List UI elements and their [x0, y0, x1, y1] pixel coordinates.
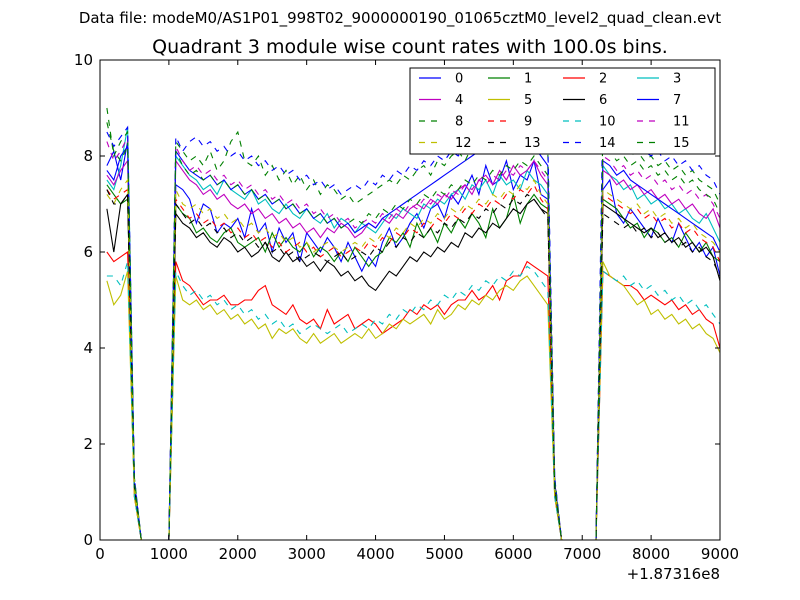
x-offset-label: +1.87316e8 [627, 565, 720, 583]
y-tick-label: 6 [83, 243, 93, 261]
legend-label-0: 0 [455, 72, 463, 87]
series-line-0 [106, 141, 720, 540]
series-line-9 [106, 183, 720, 540]
legend-label-15: 15 [673, 136, 690, 151]
series-line-1 [106, 184, 720, 540]
x-tick-label: 0 [95, 545, 105, 563]
x-tick-label: 8000 [632, 545, 670, 563]
legend-label-11: 11 [673, 115, 690, 130]
legend-label-1: 1 [524, 72, 532, 87]
y-tick-label: 4 [83, 339, 93, 357]
y-tick-label: 0 [83, 531, 93, 549]
series-line-10 [106, 261, 720, 540]
legend-label-9: 9 [524, 115, 532, 130]
legend-label-13: 13 [524, 136, 541, 151]
x-tick-label: 7000 [563, 545, 601, 563]
series-line-13 [106, 189, 720, 540]
legend-label-14: 14 [599, 136, 616, 151]
x-tick-label: 2000 [219, 545, 257, 563]
legend-label-2: 2 [599, 72, 607, 87]
legend-label-3: 3 [673, 72, 681, 87]
series-line-3 [106, 127, 720, 540]
legend-label-7: 7 [673, 93, 681, 108]
series-line-11 [106, 136, 720, 540]
axis-ticks: 0 1000 2000 3000 4000 5000 6000 7000 8000 9000 0 2 4… [74, 51, 739, 563]
series-line-12 [106, 178, 720, 540]
x-tick-label: 3000 [288, 545, 326, 563]
legend-label-10: 10 [599, 115, 616, 130]
x-tick-label: 4000 [356, 545, 394, 563]
legend-label-5: 5 [524, 93, 532, 108]
series-line-6 [106, 192, 720, 540]
y-tick-label: 8 [83, 147, 93, 165]
x-tick-label: 9000 [701, 545, 739, 563]
series-layer [106, 101, 720, 540]
y-tick-label: 2 [83, 435, 93, 453]
legend-label-6: 6 [599, 93, 607, 108]
x-tick-label: 6000 [494, 545, 532, 563]
series-line-5 [106, 261, 720, 540]
legend-frame [409, 67, 716, 155]
figure-suptitle: Data file: modeM0/AS1P01_998T02_90000001… [79, 9, 721, 28]
chart-title: Quadrant 3 module wise count rates with … [152, 36, 668, 58]
plot-frame [99, 59, 721, 541]
y-tick-label: 10 [74, 51, 93, 69]
series-line-7 [106, 126, 720, 540]
legend-label-4: 4 [455, 93, 463, 108]
legend-label-12: 12 [455, 136, 472, 151]
x-tick-label: 5000 [425, 545, 463, 563]
legend-label-8: 8 [455, 115, 463, 130]
series-line-15 [106, 122, 720, 540]
x-tick-label: 1000 [150, 545, 188, 563]
series-line-14 [106, 101, 720, 540]
